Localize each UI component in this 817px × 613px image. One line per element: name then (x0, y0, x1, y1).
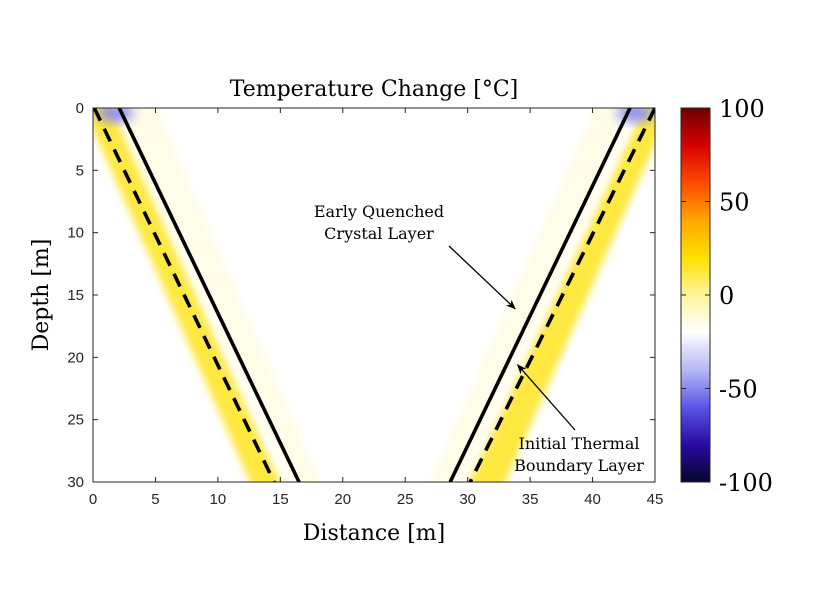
x-tick-label-1: 5 (151, 491, 159, 508)
y-tick-label-4: 20 (67, 349, 84, 366)
y-tick-label-0: 0 (76, 100, 84, 117)
boundary-line-2 (448, 108, 632, 482)
y-tick-label-3: 15 (67, 287, 84, 304)
x-tick-label-6: 30 (459, 491, 476, 508)
x-tick-label-4: 20 (334, 491, 351, 508)
annotation-arrow-0 (448, 245, 516, 310)
colorbar: 100 50 0 -50 -100 (680, 95, 773, 497)
x-tick-label-2: 10 (210, 491, 227, 508)
x-tick-label-9: 45 (647, 491, 664, 508)
x-tick-label-8: 40 (584, 491, 601, 508)
x-tick-label-7: 35 (522, 491, 539, 508)
y-tick-label-6: 30 (67, 474, 84, 491)
annotation-0-line-1: Crystal Layer (324, 224, 434, 243)
colorbar-tick-label-0: 100 (719, 95, 765, 123)
x-tick-label-0: 0 (89, 491, 97, 508)
annotations: Early Quenched Crystal Layer Initial Therm… (314, 202, 644, 475)
y-tick-label-2: 10 (67, 225, 84, 242)
y-axis-label: Depth [m] (29, 239, 54, 352)
colorbar-ticks: 100 50 0 -50 -100 (681, 95, 773, 497)
x-axis-ticks: 0 5 10 15 20 25 30 35 40 45 (89, 108, 664, 508)
colorbar-tick-label-4: -100 (719, 469, 773, 497)
x-axis-label: Distance [m] (303, 521, 445, 546)
annotation-1-line-1: Boundary Layer (514, 456, 644, 475)
chart-title: Temperature Change [°C] (230, 77, 519, 102)
y-axis-ticks: 0 5 10 15 20 25 30 (67, 100, 655, 491)
plot-area (92, 107, 656, 483)
x-tick-label-3: 15 (272, 491, 289, 508)
boundary-line-1 (93, 108, 276, 482)
colorbar-tick-label-2: 0 (719, 282, 734, 310)
annotation-0-line-0: Early Quenched (314, 202, 444, 221)
colorbar-tick-label-1: 50 (719, 189, 750, 217)
y-tick-label-5: 25 (67, 412, 84, 429)
x-tick-label-5: 25 (397, 491, 414, 508)
boundary-line-0 (117, 108, 301, 482)
y-tick-label-1: 5 (76, 162, 84, 179)
colorbar-tick-label-3: -50 (719, 376, 758, 404)
boundary-lines (93, 108, 655, 482)
cold-spot-4 (97, 108, 134, 122)
annotation-arrow-1 (516, 364, 576, 431)
boundary-line-3 (468, 108, 655, 482)
annotation-1-line-0: Initial Thermal (519, 434, 640, 453)
band-0 (115, 108, 321, 482)
